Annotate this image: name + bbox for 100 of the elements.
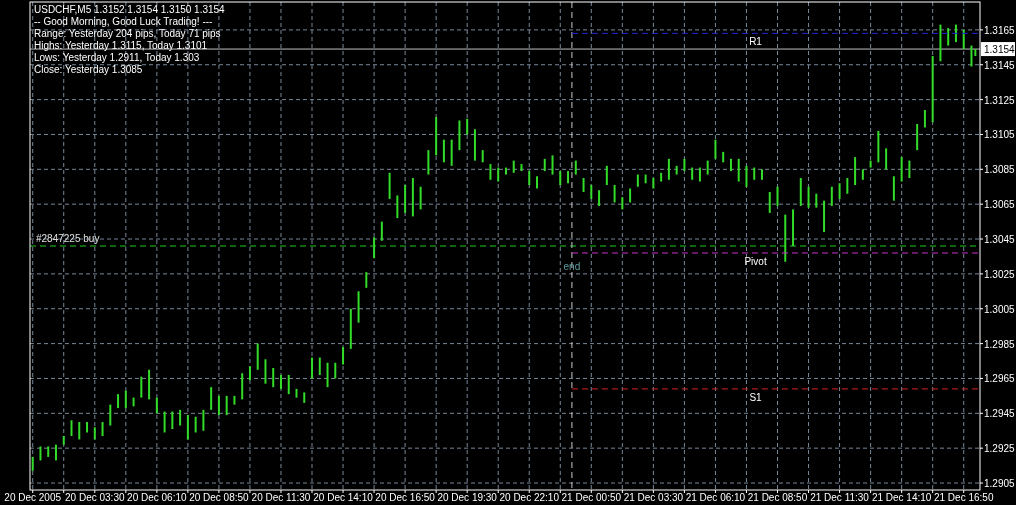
x-tick-label: 20 Dec 11:30	[251, 492, 311, 503]
x-tick-label: 20 Dec 16:50	[375, 492, 436, 503]
bar	[931, 56, 934, 123]
bar	[311, 357, 314, 379]
bar	[435, 117, 438, 156]
bar	[419, 186, 422, 210]
y-tick-label: 1.3145	[984, 59, 1016, 71]
x-tick-label: 20 Dec 08:50	[189, 492, 250, 503]
y-tick-label: 1.3045	[984, 233, 1016, 245]
bar	[974, 49, 977, 57]
bar	[877, 130, 880, 163]
bar	[202, 409, 205, 431]
bar	[908, 160, 911, 179]
bar	[784, 214, 787, 262]
bar	[326, 362, 329, 388]
x-tick-label: 20 Dec 03:30	[65, 492, 125, 503]
bar	[318, 357, 321, 375]
bar	[590, 185, 593, 199]
bar	[667, 158, 670, 180]
annotation: Close: Yesterday 1.3085	[34, 64, 143, 75]
bar	[171, 411, 174, 429]
bar	[869, 160, 872, 168]
x-tick-label: 21 Dec 08:50	[747, 492, 808, 503]
bar	[939, 24, 942, 62]
bar	[520, 164, 523, 172]
bar	[349, 308, 352, 349]
bar	[473, 129, 476, 161]
bar	[109, 404, 112, 426]
x-tick-label: 21 Dec 00:50	[561, 492, 622, 503]
bar	[241, 373, 244, 400]
y-tick-label: 1.2985	[984, 338, 1016, 350]
bar	[279, 374, 282, 389]
bar	[396, 195, 399, 219]
bar	[753, 167, 756, 180]
bar	[388, 172, 391, 199]
bar	[148, 369, 151, 400]
annotation: Range: Yesterday 204 pips, Today 71 pips	[34, 28, 221, 39]
bar	[450, 139, 453, 166]
bar	[225, 395, 228, 416]
series-label: R1	[749, 36, 763, 48]
bar	[117, 394, 120, 409]
bar	[652, 178, 655, 189]
ref-line-label: #2847225 buy	[36, 233, 100, 244]
bar	[512, 160, 515, 173]
bar	[691, 167, 694, 180]
bar	[86, 422, 89, 433]
bar	[264, 359, 267, 384]
y-tick-label: 1.2905	[984, 477, 1016, 489]
x-tick-label: 21 Dec 06:10	[685, 492, 746, 503]
bar	[916, 124, 919, 151]
bar	[807, 186, 810, 208]
bar	[140, 376, 143, 398]
x-tick-label: 20 Dec 19:30	[437, 492, 498, 503]
bar	[210, 387, 213, 410]
bar	[543, 158, 546, 172]
bar	[70, 420, 73, 436]
bar	[675, 165, 678, 175]
bar	[954, 24, 957, 43]
chart-title: USDCHF,M5 1.3152 1.3154 1.3150 1.3154	[34, 4, 226, 15]
annotation: Lows: Yesterday 1.2911, Today 1.303	[34, 52, 200, 63]
bar	[217, 395, 220, 416]
bar	[729, 158, 732, 172]
bar	[629, 188, 632, 203]
annotation: -- Good Morning, Good Luck Trading! ---	[34, 16, 213, 27]
bar	[745, 165, 748, 187]
bar	[411, 178, 414, 217]
bar	[504, 167, 507, 175]
bar	[248, 366, 251, 381]
bar	[567, 171, 570, 184]
bar	[179, 409, 182, 426]
bar	[132, 397, 135, 407]
bar	[792, 209, 795, 246]
y-tick-label: 1.2965	[984, 372, 1016, 384]
annotation: Highs: Yesterday 1.3115, Today 1.3101	[34, 40, 208, 51]
bar	[714, 139, 717, 159]
bar	[892, 176, 895, 201]
bar	[621, 197, 624, 210]
bar	[962, 29, 965, 50]
bar	[846, 178, 849, 194]
bar	[427, 150, 430, 175]
bar	[194, 416, 197, 433]
bar	[528, 171, 531, 185]
bar	[342, 347, 345, 365]
bar	[683, 158, 686, 172]
bar	[574, 160, 577, 175]
bar	[854, 157, 857, 185]
bar	[776, 186, 779, 206]
y-tick-label: 1.3085	[984, 163, 1016, 175]
bar	[93, 427, 96, 440]
x-tick-label: 21 Dec 14:10	[871, 492, 932, 503]
bar	[799, 178, 802, 206]
bar	[62, 435, 65, 445]
bar	[605, 165, 608, 185]
bar	[582, 178, 585, 192]
x-tick-label: 20 Dec 14:10	[313, 492, 374, 503]
bar	[559, 171, 562, 185]
x-tick-label: 21 Dec 03:30	[623, 492, 684, 503]
bar	[373, 237, 376, 259]
y-tick-label: 1.3065	[984, 198, 1016, 210]
bar	[644, 174, 647, 184]
